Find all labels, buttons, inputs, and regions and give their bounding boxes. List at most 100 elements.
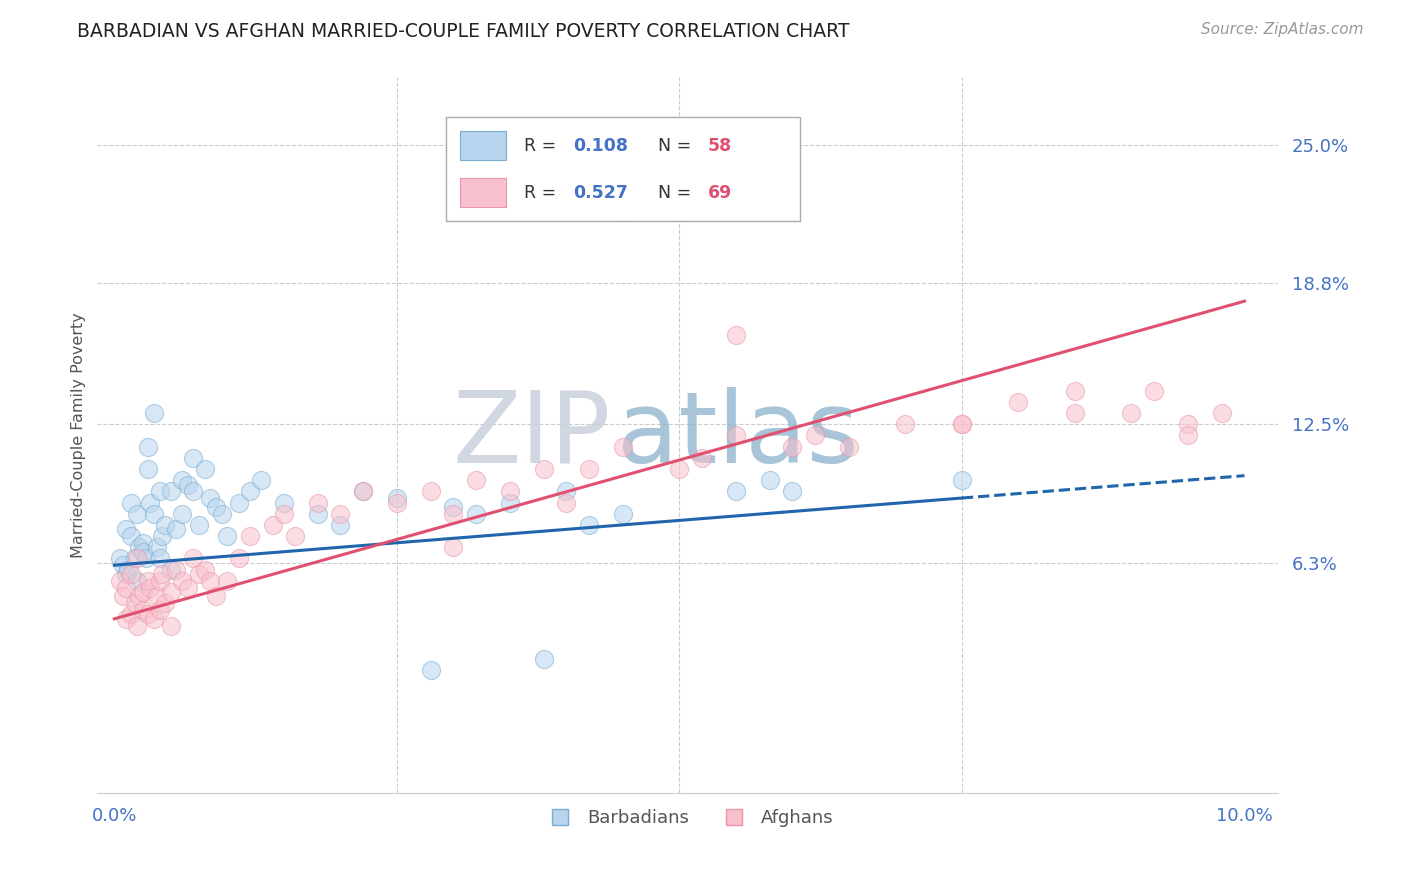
Point	[124, 551, 146, 566]
Point	[148, 551, 170, 566]
Point	[838, 440, 860, 454]
Point	[211, 507, 233, 521]
Point	[1143, 384, 1166, 398]
Point	[114, 612, 136, 626]
Point	[200, 574, 222, 588]
Point	[135, 551, 157, 566]
Point	[441, 507, 464, 521]
Point	[724, 428, 747, 442]
Point	[146, 541, 169, 555]
Point	[153, 596, 176, 610]
Point	[804, 428, 827, 442]
Point	[150, 529, 173, 543]
Point	[307, 495, 329, 509]
Point	[441, 541, 464, 555]
Point	[159, 563, 181, 577]
Point	[120, 567, 142, 582]
Point	[148, 484, 170, 499]
Point	[690, 450, 713, 465]
Point	[465, 507, 488, 521]
Point	[172, 507, 194, 521]
Point	[183, 551, 205, 566]
Point	[262, 517, 284, 532]
Point	[385, 495, 408, 509]
Point	[307, 507, 329, 521]
Point	[329, 517, 352, 532]
Point	[125, 574, 148, 588]
Point	[612, 204, 634, 219]
Point	[759, 473, 782, 487]
Point	[108, 551, 131, 566]
Point	[159, 618, 181, 632]
Point	[194, 462, 217, 476]
Point	[724, 327, 747, 342]
Point	[1177, 417, 1199, 432]
Point	[1121, 406, 1143, 420]
Point	[194, 563, 217, 577]
Point	[148, 574, 170, 588]
Point	[131, 535, 153, 549]
Text: Source: ZipAtlas.com: Source: ZipAtlas.com	[1201, 22, 1364, 37]
Point	[136, 607, 159, 622]
Text: BARBADIAN VS AFGHAN MARRIED-COUPLE FAMILY POVERTY CORRELATION CHART: BARBADIAN VS AFGHAN MARRIED-COUPLE FAMIL…	[77, 22, 849, 41]
Point	[142, 406, 165, 420]
Point	[114, 581, 136, 595]
Point	[555, 495, 578, 509]
Point	[352, 484, 374, 499]
Point	[125, 507, 148, 521]
Point	[385, 491, 408, 505]
Point	[124, 596, 146, 610]
Point	[136, 574, 159, 588]
Point	[177, 477, 200, 491]
Point	[114, 567, 136, 582]
Point	[239, 529, 262, 543]
Point	[136, 440, 159, 454]
Point	[166, 522, 188, 536]
Point	[1007, 394, 1029, 409]
Point	[950, 417, 973, 432]
Point	[533, 462, 555, 476]
Point	[950, 417, 973, 432]
Point	[148, 603, 170, 617]
Point	[441, 500, 464, 514]
Point	[131, 545, 153, 559]
Point	[172, 473, 194, 487]
Point	[177, 581, 200, 595]
Point	[108, 574, 131, 588]
Point	[117, 563, 139, 577]
Point	[273, 495, 295, 509]
Point	[612, 440, 634, 454]
Point	[950, 473, 973, 487]
Point	[612, 507, 634, 521]
Point	[139, 495, 162, 509]
Point	[419, 484, 441, 499]
Point	[188, 517, 211, 532]
Point	[668, 462, 690, 476]
Point	[329, 507, 352, 521]
Point	[419, 663, 441, 677]
Point	[1064, 406, 1087, 420]
Point	[120, 529, 142, 543]
Point	[128, 590, 150, 604]
Point	[533, 652, 555, 666]
Point	[125, 618, 148, 632]
Point	[724, 484, 747, 499]
Point	[125, 551, 148, 566]
Point	[250, 473, 273, 487]
Point	[142, 612, 165, 626]
Point	[465, 473, 488, 487]
Point	[205, 590, 228, 604]
Point	[273, 507, 295, 521]
Point	[172, 574, 194, 588]
Point	[1064, 384, 1087, 398]
Point	[183, 484, 205, 499]
Point	[555, 484, 578, 499]
Point	[136, 462, 159, 476]
Point	[150, 567, 173, 582]
Text: atlas: atlas	[617, 387, 859, 483]
Point	[188, 567, 211, 582]
Point	[114, 522, 136, 536]
Point	[131, 603, 153, 617]
Point	[139, 581, 162, 595]
Point	[200, 491, 222, 505]
